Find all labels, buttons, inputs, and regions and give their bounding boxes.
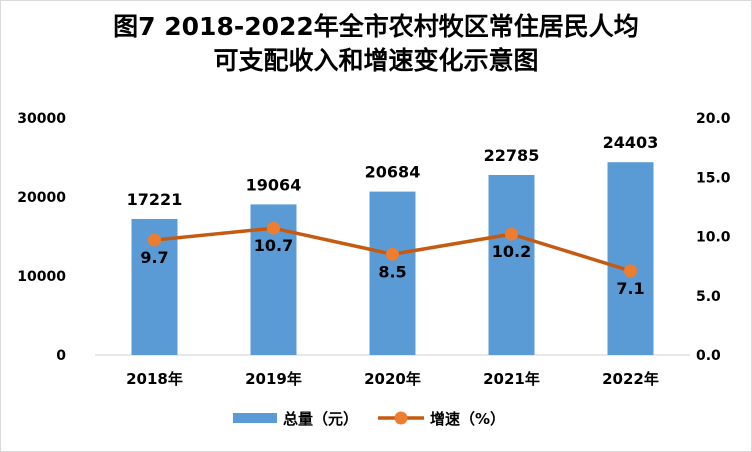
growth-rate-marker: [386, 247, 399, 261]
bar-value-label: 19064: [246, 175, 302, 194]
right-axis-tick-label: 15.0: [696, 170, 731, 186]
legend-bar-label: 总量（元）: [283, 410, 358, 428]
growth-rate-marker: [267, 221, 280, 235]
x-axis-tick-label: 2022年: [602, 370, 659, 388]
right-axis-tick-label: 5.0: [696, 289, 721, 305]
bar: [369, 191, 416, 355]
chart-title-line-2: 可支配收入和增速变化示意图: [213, 46, 539, 75]
left-axis-ticks: 0 10000 20000 30000: [17, 111, 66, 364]
growth-rate-labels: 9.7 10.7 8.5 10.2 7.1: [140, 236, 644, 298]
growth-rate-label: 8.5: [378, 262, 406, 281]
growth-rate-label: 10.7: [254, 236, 293, 255]
chart-title-line-1: 图7 2018-2022年全市农村牧区常住居民人均: [113, 12, 639, 41]
x-axis-tick-label: 2018年: [126, 370, 183, 388]
right-axis-tick-label: 20.0: [696, 111, 731, 127]
left-axis-tick-label: 0: [56, 348, 66, 364]
legend-bar-swatch: [233, 413, 277, 423]
bar-value-label: 24403: [603, 133, 659, 152]
x-axis-tick-labels: 2018年 2019年 2020年 2021年 2022年: [126, 370, 659, 388]
x-axis-tick-label: 2020年: [364, 370, 421, 388]
growth-rate-marker: [148, 233, 161, 247]
growth-rate-markers: [148, 221, 637, 278]
bar: [488, 174, 535, 355]
legend-line-label: 增速（%）: [430, 410, 505, 428]
left-axis-tick-label: 20000: [17, 190, 66, 206]
growth-rate-label: 7.1: [616, 279, 644, 298]
x-axis-tick-label: 2019年: [245, 370, 302, 388]
bar-value-labels: 17221 19064 20684 22785 24403: [127, 133, 659, 209]
bar-value-label: 22785: [484, 146, 540, 165]
right-axis-tick-label: 10.0: [696, 230, 731, 246]
bar-value-label: 20684: [365, 163, 421, 182]
left-axis-tick-label: 10000: [17, 269, 66, 285]
legend-line-marker: [394, 411, 408, 425]
bar-value-label: 17221: [127, 190, 183, 209]
chart-title: 图7 2018-2022年全市农村牧区常住居民人均 可支配收入和增速变化示意图: [0, 10, 752, 78]
right-axis-ticks: 0.0 5.0 10.0 15.0 20.0: [696, 111, 731, 364]
growth-rate-marker: [505, 227, 518, 241]
left-axis-tick-label: 30000: [17, 111, 66, 127]
growth-rate-label: 10.2: [492, 242, 531, 261]
legend: 总量（元） 增速（%）: [233, 410, 505, 428]
bar: [607, 162, 654, 355]
growth-rate-label: 9.7: [140, 248, 168, 267]
x-axis-tick-label: 2021年: [483, 370, 540, 388]
right-axis-tick-label: 0.0: [696, 348, 721, 364]
growth-rate-marker: [624, 264, 637, 278]
